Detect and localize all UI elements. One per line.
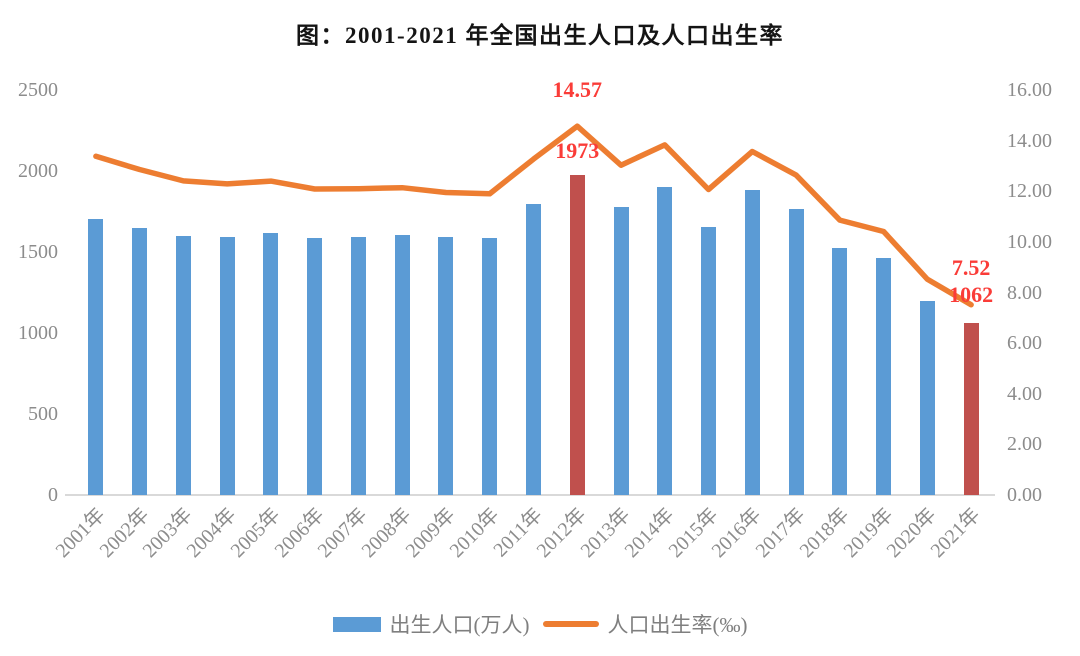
right-ytick-14.00: 14.00 [1007,129,1052,152]
line-layer [93,123,974,308]
annotation-1973: 1973 [555,138,600,163]
xtick-2018年: 2018年 [795,504,854,562]
bar-2020年 [919,300,935,495]
legend-label-rate: 人口出生率(‰) [607,613,748,637]
left-ytick-2500: 2500 [18,79,58,101]
annotation-7.52: 7.52 [951,255,991,280]
right-ytick-16.00: 16.00 [1007,79,1052,101]
bar-2003年 [175,235,191,495]
left-y-axis: 2500 2000 1500 1000 500 0 [0,0,58,656]
bar-2005年 [263,233,279,495]
bar-2010年 [482,237,498,495]
right-ytick-0.00: 0.00 [1007,484,1042,506]
right-ytick-2.00: 2.00 [1007,433,1042,456]
left-ytick-1000: 1000 [18,322,58,344]
left-ytick-2000: 2000 [18,160,58,182]
legend-line-swatch [542,621,599,627]
bar-2017年 [788,209,804,495]
legend-label-births: 出生人口(万人) [389,613,530,637]
xtick-2021年: 2021年 [926,504,985,562]
bar-2004年 [219,236,235,495]
birth-rate-line [93,123,974,308]
right-y-axis: 16.00 14.00 12.00 10.00 8.00 6.00 4.00 2.00 0.00 [1007,0,1080,656]
bar-2006年 [307,238,323,495]
legend-bar-swatch [332,616,381,632]
bar-2011年 [526,203,541,495]
right-ytick-12.00: 12.00 [1007,180,1052,203]
bar-2001年 [88,219,104,495]
xtick-2012年: 2012年 [532,504,591,562]
chart-title: 图：2001-2021 年全国出生人口及人口出生率 [296,23,784,48]
left-ytick-500: 500 [28,403,58,425]
right-ytick-4.00: 4.00 [1007,382,1042,405]
bar-2009年 [438,237,454,495]
xtick-2017年: 2017年 [751,504,810,562]
bar-2007年 [350,236,366,495]
right-ytick-10.00: 10.00 [1007,230,1052,253]
annotation-1062: 1062 [949,282,994,307]
x-axis-line [65,494,995,496]
bar-2018年 [832,248,848,495]
right-ytick-8.00: 8.00 [1007,281,1042,304]
bar-2021年 [963,322,979,495]
xtick-2010年: 2010年 [445,504,504,562]
bar-2019年 [876,257,892,495]
xtick-2004年: 2004年 [182,504,241,562]
xtick-2007年: 2007年 [314,504,373,562]
right-ytick-6.00: 6.00 [1007,332,1042,355]
xtick-2009年: 2009年 [401,504,460,562]
plot-area [65,90,995,496]
bar-2012年 [569,175,585,495]
xtick-2005年: 2005年 [226,504,285,562]
bar-2016年 [744,189,760,495]
xtick-2013年: 2013年 [576,504,635,562]
bar-2015年 [701,226,717,495]
bar-2002年 [132,228,148,495]
xtick-2015年: 2015年 [664,504,723,562]
bar-2013年 [613,207,629,495]
xtick-2014年: 2014年 [620,504,679,562]
xtick-2001年: 2001年 [51,504,110,562]
left-ytick-1500: 1500 [18,241,58,263]
bar-2014年 [657,187,673,495]
bar-2008年 [394,234,410,495]
left-ytick-0: 0 [48,484,58,506]
annotation-14.57: 14.57 [552,77,603,102]
xtick-2008年: 2008年 [357,504,416,562]
legend: 出生人口(万人) 人口出生率(‰) [0,609,1080,639]
